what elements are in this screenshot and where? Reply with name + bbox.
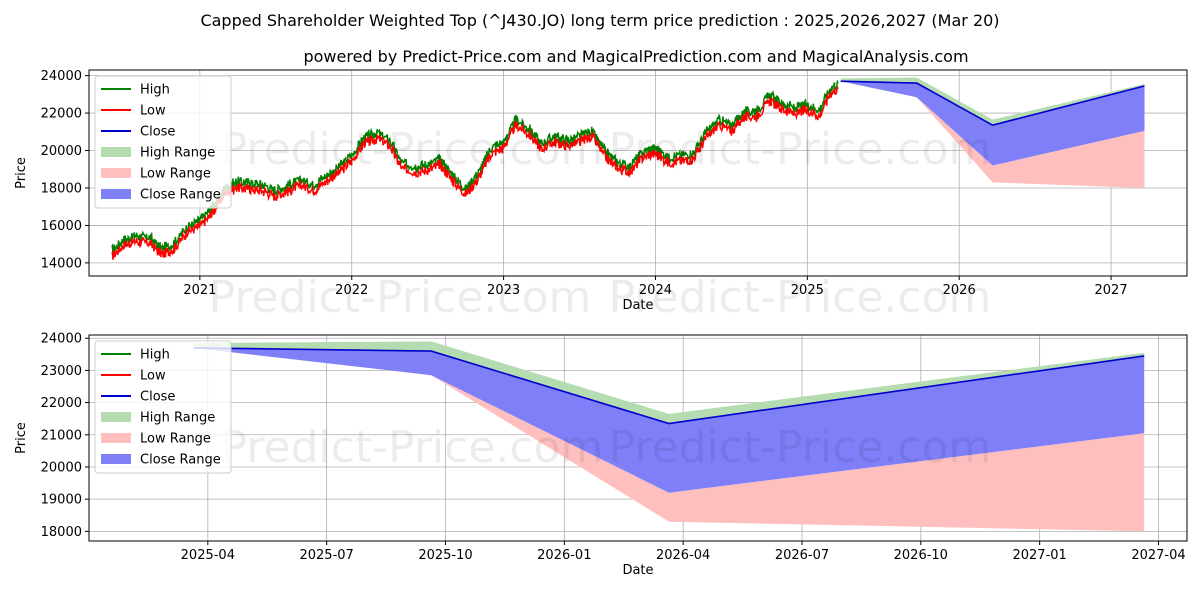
history-high-line xyxy=(111,80,839,255)
y-tick-label: 19000 xyxy=(41,493,82,508)
watermark-text: Predict-Price.com xyxy=(221,422,604,473)
legend-label: Low Range xyxy=(140,432,211,447)
legend-label: High Range xyxy=(140,146,215,161)
legend: High Low Close High Range Low Range Close Ran… xyxy=(94,75,232,209)
legend-swatch-patch xyxy=(101,412,131,422)
y-tick-label: 23000 xyxy=(41,364,82,379)
close-range-band xyxy=(840,81,1145,166)
y-tick-label: 21000 xyxy=(41,428,82,443)
x-tick-label: 2022 xyxy=(335,283,368,298)
legend-swatch-patch xyxy=(101,454,131,464)
x-tick-label: 2026-10 xyxy=(894,548,948,563)
watermark-text: Predict-Price.com xyxy=(221,124,604,175)
legend-label: Low xyxy=(140,369,166,384)
axes-frame xyxy=(88,69,1188,277)
low-range-band xyxy=(840,81,1145,188)
x-tick-label: 2027-01 xyxy=(1012,548,1066,563)
y-tick-label: 16000 xyxy=(41,219,82,234)
watermark-text: Predict-Price.com xyxy=(609,124,992,175)
x-tick-label: 2026-01 xyxy=(537,548,591,563)
legend: High Low Close High Range Low Range Close Ran… xyxy=(94,340,232,474)
y-tick-label: 24000 xyxy=(41,69,82,84)
legend-label: Low xyxy=(140,104,166,119)
x-tick-label: 2026-04 xyxy=(656,548,710,563)
history-low-line xyxy=(111,86,839,260)
y-tick-label: 22000 xyxy=(41,107,82,122)
watermark-text: Predict-Price.com xyxy=(609,422,992,473)
legend-swatch-patch xyxy=(101,168,131,178)
y-axis-label: Price xyxy=(14,422,29,454)
legend-label: Close Range xyxy=(140,188,221,203)
x-tick-label: 2025-07 xyxy=(299,548,353,563)
y-tick-label: 18000 xyxy=(41,181,82,196)
chart-title: Capped Shareholder Weighted Top (^J430.J… xyxy=(200,11,999,30)
x-tick-label: 2026-07 xyxy=(775,548,829,563)
panel-forecast-zoom: Predict-Price.com Predict-Price.com 2025-0… xyxy=(14,332,1188,578)
axes-frame xyxy=(88,334,1188,542)
x-tick-label: 2027 xyxy=(1095,283,1128,298)
x-tick-label: 2025-04 xyxy=(181,548,235,563)
plot-area xyxy=(111,77,1145,260)
legend-swatch-patch xyxy=(101,433,131,443)
y-tick-label: 22000 xyxy=(41,396,82,411)
x-tick-label: 2023 xyxy=(487,283,520,298)
forecast-close-line xyxy=(193,347,1145,425)
y-tick-label: 14000 xyxy=(41,256,82,271)
legend-label: Close xyxy=(140,125,175,140)
plot-area xyxy=(193,341,1145,532)
x-tick-label: 2027-04 xyxy=(1131,548,1185,563)
close-range-band xyxy=(193,347,1145,493)
y-tick-label: 20000 xyxy=(41,460,82,475)
legend-label: High xyxy=(140,83,170,98)
legend-swatch-patch xyxy=(101,147,131,157)
forecast-close-line xyxy=(840,80,1145,127)
x-axis-label: Date xyxy=(622,563,653,578)
legend-label: Low Range xyxy=(140,167,211,182)
y-tick-label: 24000 xyxy=(41,332,82,347)
x-tick-label: 2025 xyxy=(791,283,824,298)
x-tick-label: 2021 xyxy=(183,283,216,298)
chart-subtitle: powered by Predict-Price.com and Magical… xyxy=(303,47,968,66)
watermark-text: Predict-Price.com xyxy=(209,272,592,323)
x-tick-label: 2024 xyxy=(639,283,672,298)
legend-label: High Range xyxy=(140,411,215,426)
watermark-text: Predict-Price.com xyxy=(609,272,992,323)
low-range-band xyxy=(193,347,1145,532)
y-tick-label: 20000 xyxy=(41,144,82,159)
panel-history-and-forecast: Predict-Price.com Predict-Price.comPredic… xyxy=(14,69,1188,323)
x-tick-label: 2026 xyxy=(943,283,976,298)
legend-swatch-patch xyxy=(101,189,131,199)
legend-label: Close Range xyxy=(140,453,221,468)
y-tick-label: 18000 xyxy=(41,525,82,540)
x-axis-label: Date xyxy=(622,298,653,313)
x-tick-label: 2025-10 xyxy=(418,548,472,563)
y-axis-label: Price xyxy=(14,157,29,189)
legend-label: High xyxy=(140,348,170,363)
legend-label: Close xyxy=(140,390,175,405)
